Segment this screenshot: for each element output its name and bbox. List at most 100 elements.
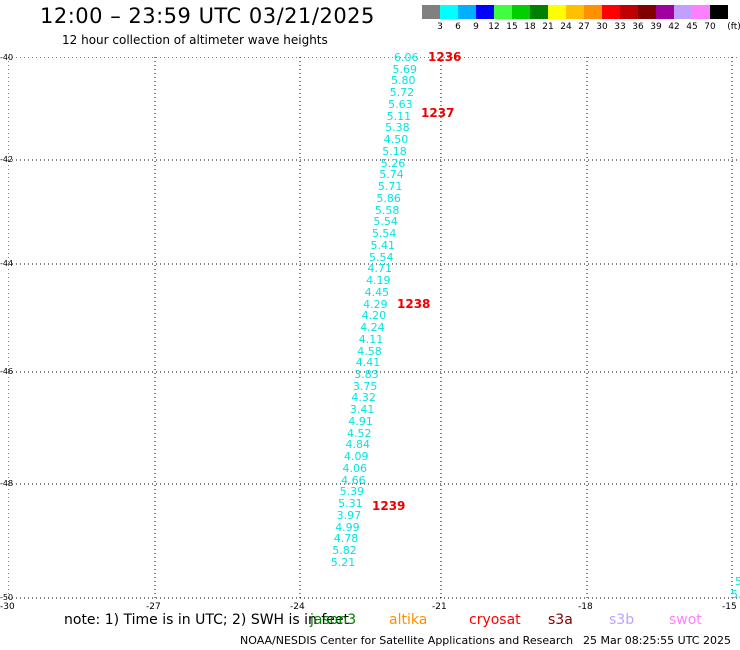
- legend-label: 18: [524, 22, 536, 32]
- legend-label: 42: [668, 22, 680, 32]
- latitude-label: -50: [0, 593, 14, 602]
- legend-label: 39: [650, 22, 662, 32]
- longitude-label: -24: [290, 602, 305, 612]
- legend-swatch: [710, 5, 728, 19]
- swh-value: 5.86: [376, 191, 401, 205]
- time-label: 1236: [428, 50, 462, 64]
- legend-label: 36: [632, 22, 644, 32]
- satellite-label: altika: [389, 612, 428, 628]
- swh-value: 4.11: [358, 332, 384, 346]
- swh-value: 3.41: [349, 403, 375, 417]
- swh-value: 4.29: [363, 297, 388, 311]
- legend-swatch: [674, 5, 692, 19]
- time-label: 1237: [421, 106, 455, 120]
- satellite-label: jason3: [310, 612, 357, 628]
- swh-value: 5.58: [374, 203, 400, 217]
- swh-value: 5.54: [371, 227, 397, 241]
- swh-value: 5.31: [338, 497, 363, 511]
- swh-value: 4.52: [346, 426, 372, 440]
- satellite-label: swot: [669, 612, 702, 628]
- timestamp: 25 Mar 08:25:55 UTC 2025: [583, 634, 731, 647]
- swh-value: 5.54: [369, 250, 394, 264]
- swh-value: 3.97: [336, 508, 362, 522]
- swh-value: 4.24: [360, 321, 385, 335]
- swh-value: 6.06: [394, 51, 419, 64]
- swh-value: 4.58: [357, 344, 382, 358]
- latitude-label: -44: [0, 259, 14, 268]
- swh-value: 5.63: [388, 97, 413, 111]
- swh-value: 5.26: [380, 156, 406, 170]
- swh-value: 5.18: [382, 144, 407, 158]
- time-label: 1239: [372, 499, 406, 513]
- swh-value: 5.72: [389, 86, 415, 100]
- swh-value: 5.38: [385, 121, 410, 135]
- swh-value: 4.19: [366, 274, 391, 288]
- page-subtitle: 12 hour collection of altimeter wave hei…: [62, 33, 328, 47]
- swh-value: 4.78: [333, 532, 359, 546]
- longitude-label: -21: [432, 602, 447, 612]
- swh-value: 4.09: [344, 450, 369, 464]
- latitude-label: -42: [0, 155, 14, 164]
- legend-label: 33: [614, 22, 626, 32]
- legend-swatch: [476, 5, 494, 19]
- legend-swatch: [620, 5, 638, 19]
- swh-value: 5.54: [373, 215, 398, 229]
- latitude-label: -40: [0, 53, 14, 62]
- page-title: 12:00 – 23:59 UTC 03/21/2025: [40, 4, 375, 28]
- swh-value: 5.74: [379, 168, 404, 182]
- swh-value: 4.20: [361, 309, 387, 323]
- legend-swatch: [638, 5, 656, 19]
- swh-value: 5.71: [377, 180, 403, 194]
- legend-swatch: [602, 5, 620, 19]
- legend-swatch: [566, 5, 584, 19]
- legend-swatch: [422, 5, 440, 19]
- legend-swatch: [458, 5, 476, 19]
- swh-value: 5.69: [392, 62, 418, 76]
- legend-label: 15: [506, 22, 518, 32]
- swh-value: 5.21: [330, 555, 356, 569]
- longitude-label: -27: [146, 602, 161, 612]
- satellite-label: s3a: [548, 612, 573, 628]
- swh-value: 4.32: [351, 391, 376, 405]
- legend-label: 27: [578, 22, 590, 32]
- longitude-label: -15: [722, 602, 737, 612]
- credit-line: NOAA/NESDIS Center for Satellite Applica…: [240, 634, 574, 647]
- swh-value: 4.41: [355, 356, 381, 370]
- latitude-label: -46: [0, 367, 14, 376]
- legend-swatch: [440, 5, 458, 19]
- swh-value: 4.71: [367, 262, 393, 276]
- longitude-label: -18: [578, 602, 593, 612]
- swh-value: 5.41: [370, 238, 395, 252]
- swh-value: 3.83: [354, 367, 379, 381]
- time-label: 1238: [397, 297, 431, 311]
- swh-value: 3.75: [352, 379, 378, 393]
- legend-label: 12: [488, 22, 500, 32]
- footnote: note: 1) Time is in UTC; 2) SWH is in fe…: [64, 612, 350, 628]
- legend-swatch: [548, 5, 566, 19]
- longitude-label: -30: [0, 602, 15, 612]
- legend-swatch: [656, 5, 674, 19]
- legend-label: 30: [596, 22, 608, 32]
- satellite-label: s3b: [609, 612, 635, 628]
- legend-label: 70: [704, 22, 716, 32]
- swh-value: 4.06: [342, 461, 368, 475]
- swh-value-edge: 5: [735, 575, 740, 588]
- color-legend: 3 6 9 12 15 18 21 24 27 30 33 36 39 42 45 70 (ft): [422, 5, 740, 39]
- legend-swatch: [512, 5, 530, 19]
- swh-value-edge: 5.: [731, 588, 740, 601]
- legend-label: 3: [437, 22, 443, 32]
- swh-value: 4.91: [348, 414, 373, 428]
- swh-value: 5.80: [391, 74, 416, 88]
- swh-value: 5.11: [386, 109, 412, 123]
- legend-label: 24: [560, 22, 572, 32]
- swh-value: 4.99: [335, 520, 360, 534]
- swh-value: 5.82: [332, 544, 357, 558]
- legend-label: 6: [455, 22, 461, 32]
- legend-label: 45: [686, 22, 698, 32]
- swh-value: 4.50: [383, 133, 409, 147]
- legend-unit: (ft): [727, 22, 740, 32]
- latitude-label: -48: [0, 479, 14, 488]
- satellite-label: cryosat: [469, 612, 521, 628]
- swh-value: 4.66: [341, 473, 366, 487]
- swh-value: 4.45: [364, 285, 390, 299]
